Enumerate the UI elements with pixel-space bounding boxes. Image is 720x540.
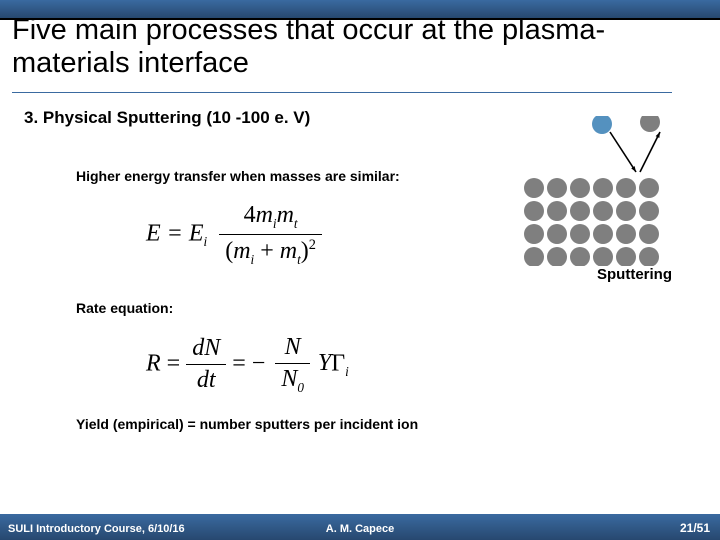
footer-center: A. M. Capece (0, 523, 720, 535)
sputtering-diagram (514, 116, 684, 266)
footer-page: 21/51 (680, 521, 710, 535)
section-heading: 3. Physical Sputtering (10 -100 e. V) (24, 108, 310, 128)
rate-equation: R = dN dt = − N N0 YΓi (146, 334, 406, 396)
title-rule (12, 92, 672, 93)
body-transfer: Higher energy transfer when masses are s… (76, 168, 400, 184)
eq-lhs: E = E (146, 220, 204, 246)
body-rate: Rate equation: (76, 300, 173, 316)
body-yield: Yield (empirical) = number sputters per … (76, 416, 418, 432)
slide-title: Five main processes that occur at the pl… (12, 14, 692, 81)
energy-equation: E = Ei 4mimt (mi + mt)2 (146, 202, 406, 268)
diagram-caption: Sputtering (597, 266, 672, 283)
